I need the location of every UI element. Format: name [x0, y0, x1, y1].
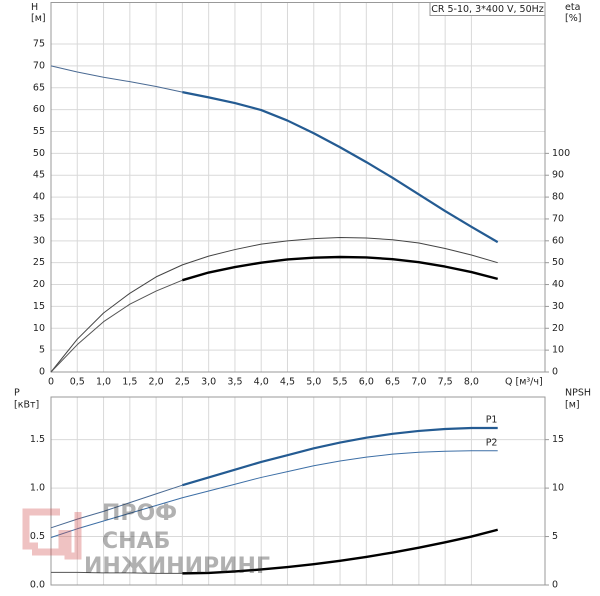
y2-tick-label: 60: [552, 235, 564, 246]
y2-tick-label: 50: [552, 257, 564, 268]
y-tick-label: 5: [39, 345, 45, 356]
x-tick-label: 4,0: [254, 377, 269, 388]
curve: [50, 237, 498, 373]
y-tick-label: 55: [33, 126, 45, 137]
y-tick-label: 1.0: [30, 483, 45, 494]
y2-tick-label: 30: [552, 301, 564, 312]
y2-tick-label: 15: [552, 434, 564, 445]
y2-tick-label: 20: [552, 323, 564, 334]
x-tick-label: 0,5: [70, 377, 85, 388]
y-tick-label: 0.5: [30, 531, 45, 542]
x-tick-label: 2,0: [149, 377, 164, 388]
y-tick-label: 30: [33, 235, 45, 246]
x-tick-label: 6,5: [385, 377, 400, 388]
watermark-text: ПРОФ: [102, 501, 177, 526]
x-tick-label: 7,5: [438, 377, 453, 388]
y2-tick-label: 0: [552, 580, 558, 591]
y-tick-label: 35: [33, 213, 45, 224]
series-label: P1: [486, 415, 498, 426]
y2-tick-label: 90: [552, 170, 564, 181]
x-tick-label: 2,5: [175, 377, 190, 388]
y2-tick-label: 10: [552, 345, 564, 356]
y2-tick-label: 10: [552, 483, 564, 494]
x-tick-label: 4,5: [280, 377, 295, 388]
x-tick-label: 3,5: [227, 377, 242, 388]
y-axis-label: P: [14, 388, 20, 399]
x-tick-label: 3,0: [201, 377, 216, 388]
x-tick-label: 7,0: [411, 377, 426, 388]
curve: [50, 65, 183, 93]
x-tick-label: 1,5: [122, 377, 137, 388]
y-tick-label: 1.5: [30, 434, 45, 445]
curve: [182, 426, 498, 487]
y-tick-label: 20: [33, 279, 45, 290]
y-tick-label: 15: [33, 301, 45, 312]
curve: [182, 528, 499, 575]
y2-tick-label: 0: [552, 367, 558, 378]
y2-tick-label: 100: [552, 148, 570, 159]
x-tick-label: 5,5: [332, 377, 347, 388]
y-tick-label: 25: [33, 257, 45, 268]
x-tick-label: 0: [48, 377, 54, 388]
y-tick-label: 50: [33, 148, 45, 159]
curve: [50, 484, 183, 529]
y-tick-label: 0: [39, 367, 45, 378]
y-tick-label: 10: [33, 323, 45, 334]
x-axis-label: Q [м³/ч]: [505, 377, 543, 388]
y2-axis-unit: [м]: [565, 400, 580, 411]
x-tick-label: 8,0: [464, 377, 479, 388]
y-axis-unit: [кВт]: [14, 400, 39, 411]
x-tick-label: 6,0: [359, 377, 374, 388]
y2-tick-label: 40: [552, 279, 564, 290]
y2-axis-unit: [%]: [565, 13, 581, 24]
curve: [51, 571, 183, 574]
y-axis-label: H: [31, 2, 38, 13]
watermark: ПРОФ СНАБ ИНЖИНИРИНГ: [22, 501, 270, 579]
plot-frame: [50, 396, 546, 586]
y-axis-unit: [м]: [31, 13, 46, 24]
watermark-text: СНАБ: [102, 529, 170, 554]
series-label: P2: [486, 437, 498, 448]
y-tick-label: 40: [33, 192, 45, 203]
y2-axis-label: NPSH: [565, 388, 591, 399]
y-tick-label: 65: [33, 82, 45, 93]
x-tick-label: 5,0: [306, 377, 321, 388]
y2-tick-label: 5: [552, 531, 558, 542]
y-tick-label: 75: [33, 39, 45, 50]
y-tick-label: 0.0: [30, 580, 45, 591]
plot-frame: [50, 2, 546, 373]
annotation: CR 5-10, 3*400 V, 50Hz: [431, 4, 544, 15]
curve: [182, 255, 498, 282]
curve: [50, 279, 183, 373]
curve: [50, 450, 498, 538]
y2-axis-label: eta: [565, 2, 580, 13]
annotation-box: [429, 2, 546, 16]
x-tick-label: 1,0: [96, 377, 111, 388]
y2-tick-label: 70: [552, 213, 564, 224]
y-tick-label: 70: [33, 60, 45, 71]
watermark-text: ИНЖИНИРИНГ: [84, 554, 270, 579]
logo-icon: [22, 508, 82, 560]
curve: [182, 91, 499, 244]
y2-tick-label: 80: [552, 192, 564, 203]
y-tick-label: 45: [33, 170, 45, 181]
y-tick-label: 60: [33, 104, 45, 115]
